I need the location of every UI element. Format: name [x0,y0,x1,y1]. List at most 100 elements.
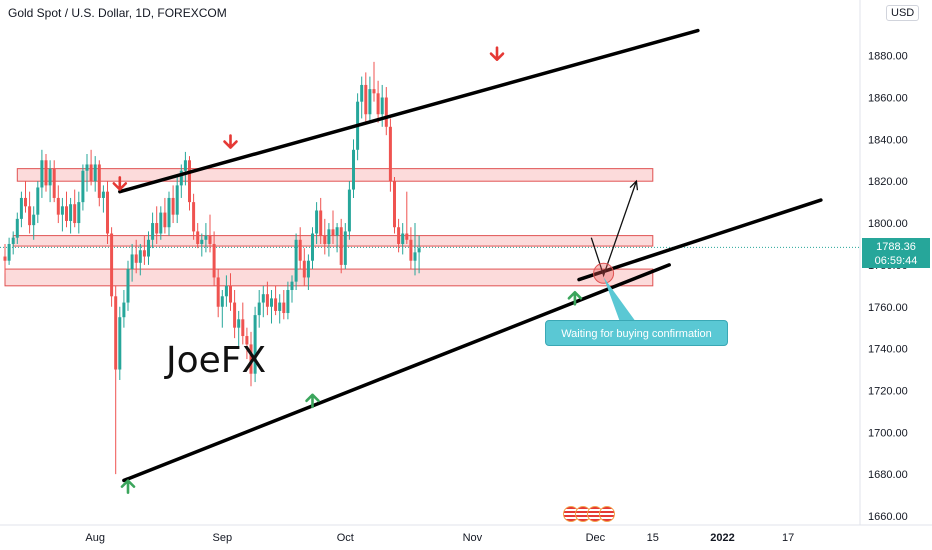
y-tick-label: 1760.00 [868,302,908,314]
x-tick-label: Nov [463,532,483,544]
candle-body [196,231,200,244]
y-tick-label: 1860.00 [868,93,908,105]
y-tick-label: 1840.00 [868,134,908,146]
buy-area-highlight [593,262,615,284]
candle-body [97,164,101,198]
candle-body [343,231,347,265]
candle-body [323,235,327,244]
down-arrow-icon [112,176,128,191]
x-tick-label: Sep [213,532,233,544]
currency-badge[interactable]: USD [886,5,920,21]
candle-body [159,212,163,234]
candle-body [306,260,310,278]
candle-body [89,164,93,182]
x-tick-label: Oct [337,532,354,544]
candle-body [118,317,122,370]
y-tick-label: 1800.00 [868,218,908,230]
down-arrow-icon [223,134,238,149]
candle-body [393,181,396,228]
x-tick-label: Aug [85,532,105,544]
x-tick-label: 2022 [710,532,734,544]
candle-body [15,218,19,238]
current-price-tag: 1788.36 06:59:44 [862,238,930,268]
candle-body [175,185,179,215]
candle-body [7,243,11,261]
candle-body [110,233,114,297]
candle-body [388,126,392,182]
candle-body [52,168,56,198]
candle-body [417,248,421,253]
up-arrow-icon [567,290,583,306]
candle-body [130,254,134,270]
candle-body [319,210,323,236]
candle-body [151,223,155,240]
candle-body [274,298,278,311]
candle-body [253,315,257,374]
channel-trendline [577,198,823,282]
candle-body [384,97,388,127]
candle-body [171,197,175,215]
x-tick-label: Dec [586,532,606,544]
candle-body [93,164,97,182]
candle-body [405,233,409,240]
candle-body [347,189,351,232]
us-flag-icon[interactable] [599,506,615,522]
candle-body [245,336,249,345]
down-arrow-icon [489,46,505,61]
candle-body [290,281,294,291]
candle-body [60,206,64,215]
candle-body [327,229,331,244]
candle-body [380,97,384,115]
economic-events[interactable] [563,506,615,527]
candle-countdown: 06:59:44 [874,255,918,267]
candle-body [311,233,314,261]
candle-body [282,302,286,314]
candle-body [302,260,306,278]
candle-body [278,302,282,311]
candle-body [147,239,150,257]
candle-body [257,302,261,316]
candle-body [204,235,208,240]
candle-body [376,93,380,115]
candle-body [77,202,81,224]
candle-body [134,254,138,263]
candle-body [122,302,126,318]
projection-path [590,180,638,278]
projection-arrow-head [629,179,639,191]
candle-body [65,206,68,221]
candle-body [229,285,232,303]
candle-body [106,191,109,234]
candle-body [413,252,417,261]
candle-body [40,160,44,188]
candle-body [69,204,73,221]
candle-body [183,160,187,171]
y-tick-label: 1740.00 [868,344,908,356]
chart-title: Gold Spot / U.S. Dollar, 1D, FOREXCOM [8,6,227,20]
channel-trendline [122,263,671,483]
author-watermark: JoeFX [166,340,267,381]
candle-body [19,197,23,219]
candle-body [315,210,319,234]
candle-body [114,296,118,370]
candle-body [265,294,269,307]
candle-body [32,214,36,226]
candle-body [138,250,142,263]
up-arrow-icon [305,393,320,409]
current-price-value: 1788.36 [876,241,916,253]
candle-body [192,202,196,232]
candle-body [261,294,265,303]
buying-confirmation-callout: Waiting for buying confirmation [545,320,728,346]
candle-body [44,160,48,186]
candle-body [208,235,212,244]
candle-body [294,239,298,282]
channel-trendline [118,28,700,194]
candle-body [101,191,105,198]
resistance-zone [16,168,654,182]
candle-body [352,149,355,190]
candle-body [85,164,89,171]
candle-body [200,239,204,244]
candle-body [286,290,290,314]
candle-body [397,227,401,244]
y-tick-label: 1820.00 [868,176,908,188]
